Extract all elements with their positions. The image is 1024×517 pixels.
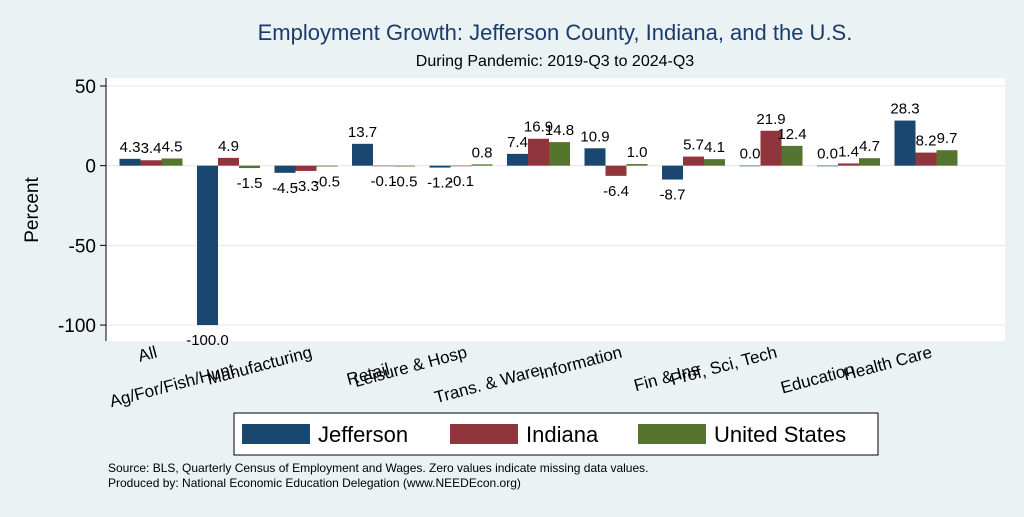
bars [119, 120, 958, 326]
x-tick-label: Trans. & Ware. [432, 360, 546, 408]
bar [373, 165, 394, 167]
bar-value-label: 1.0 [627, 144, 648, 161]
bar-value-label: -1.5 [237, 175, 263, 192]
bar [584, 148, 606, 166]
legend-swatch [638, 424, 706, 444]
bar-value-label: -100.0 [186, 332, 229, 349]
bar-value-label: 4.1 [704, 139, 725, 156]
bar-value-label: 14.8 [545, 122, 574, 139]
y-tick-label: -100 [58, 316, 96, 337]
bar [161, 158, 183, 166]
chart-title: Employment Growth: Jefferson County, Ind… [258, 20, 853, 45]
bar [817, 165, 838, 167]
x-tick-label: All [136, 343, 159, 366]
legend-swatch [450, 424, 518, 444]
bar [894, 120, 916, 166]
bar [119, 158, 141, 166]
bar [760, 130, 782, 166]
bar [549, 142, 570, 166]
bar-value-label: 4.7 [859, 138, 880, 155]
chart-subtitle: During Pandemic: 2019-Q3 to 2024-Q3 [416, 53, 694, 70]
bar-value-label: -0.1 [448, 173, 474, 190]
bar [295, 165, 317, 171]
bar-value-label: -0.1 [371, 173, 397, 190]
bar [239, 165, 260, 169]
bar-value-label: -4.5 [272, 180, 298, 197]
bar-value-label: 0.0 [817, 146, 838, 163]
bar-value-label: -0.5 [392, 173, 418, 190]
x-tick-label: Prof, Sci, Tech [669, 343, 779, 390]
bar-value-label: 4.9 [218, 138, 239, 155]
legend-label: United States [714, 422, 846, 447]
plot-area [106, 78, 1005, 341]
bar [528, 138, 549, 166]
bar-value-label: 5.7 [683, 137, 704, 154]
bar-value-label: 0.0 [740, 146, 761, 163]
bar [140, 160, 162, 166]
bar [626, 164, 648, 166]
bar-value-label: 7.4 [507, 134, 528, 151]
y-tick-label: 50 [75, 77, 96, 98]
bar-value-label: -3.3 [293, 178, 319, 195]
bar-value-label: 1.4 [838, 143, 859, 160]
bar [781, 145, 803, 166]
bar [859, 158, 880, 166]
bar-value-label: 3.4 [141, 140, 162, 157]
y-tick-label: -50 [69, 236, 96, 257]
bar-value-label: 8.2 [916, 133, 937, 150]
y-tick-label: 0 [85, 157, 96, 178]
x-tick-label: Health Care [841, 343, 934, 385]
y-axis-label: Percent [22, 177, 43, 243]
bar [704, 159, 725, 166]
bar-value-label: -6.4 [603, 183, 629, 200]
bar-value-label: 13.7 [348, 124, 377, 141]
bar-value-label: 12.4 [777, 126, 806, 143]
legend [233, 412, 879, 456]
bar-value-label: 9.7 [937, 130, 958, 147]
bar [662, 165, 683, 180]
source-note: Source: BLS, Quarterly Census of Employm… [108, 461, 648, 475]
bar-value-label: -8.7 [660, 187, 686, 204]
legend-label: Jefferson [318, 422, 408, 447]
bar [274, 165, 296, 173]
x-tick-label: Information [537, 343, 624, 383]
bar [838, 163, 859, 166]
bar [683, 156, 704, 166]
bar-value-label: -0.5 [314, 173, 340, 190]
bar [197, 165, 218, 326]
bar-value-label: 10.9 [580, 128, 609, 145]
bar-value-label: 4.3 [120, 139, 141, 156]
bar [739, 165, 761, 167]
bar [915, 152, 937, 166]
legend-swatch [242, 424, 310, 444]
bar [429, 165, 451, 168]
bar [936, 150, 958, 166]
produced-note: Produced by: National Economic Education… [108, 476, 521, 490]
bar [352, 143, 373, 166]
bar [450, 165, 472, 167]
bar [218, 157, 239, 166]
bar [507, 153, 528, 166]
legend-label: Indiana [526, 422, 599, 447]
bar-value-label: -1.2 [427, 175, 453, 192]
bar [471, 164, 493, 166]
bar [394, 165, 415, 167]
bar-value-label: 0.8 [472, 144, 493, 161]
x-tick-label: Manufacturing [205, 343, 314, 389]
bar-value-label: 16.9 [524, 119, 553, 136]
legend-items: Jefferson Indiana United States [242, 422, 846, 447]
bar-value-labels: 4.3 3.4 4.5-100.04.9-1.5 -4.5-3.3-0.513.7-0… [120, 101, 958, 350]
bar-value-label: 21.9 [756, 111, 785, 128]
bar-value-label: 28.3 [890, 101, 919, 118]
bar [316, 165, 338, 167]
bar [605, 165, 627, 176]
y-axis: 50 0 -50 -100 [58, 77, 106, 337]
bar-value-label: 4.5 [162, 138, 183, 155]
